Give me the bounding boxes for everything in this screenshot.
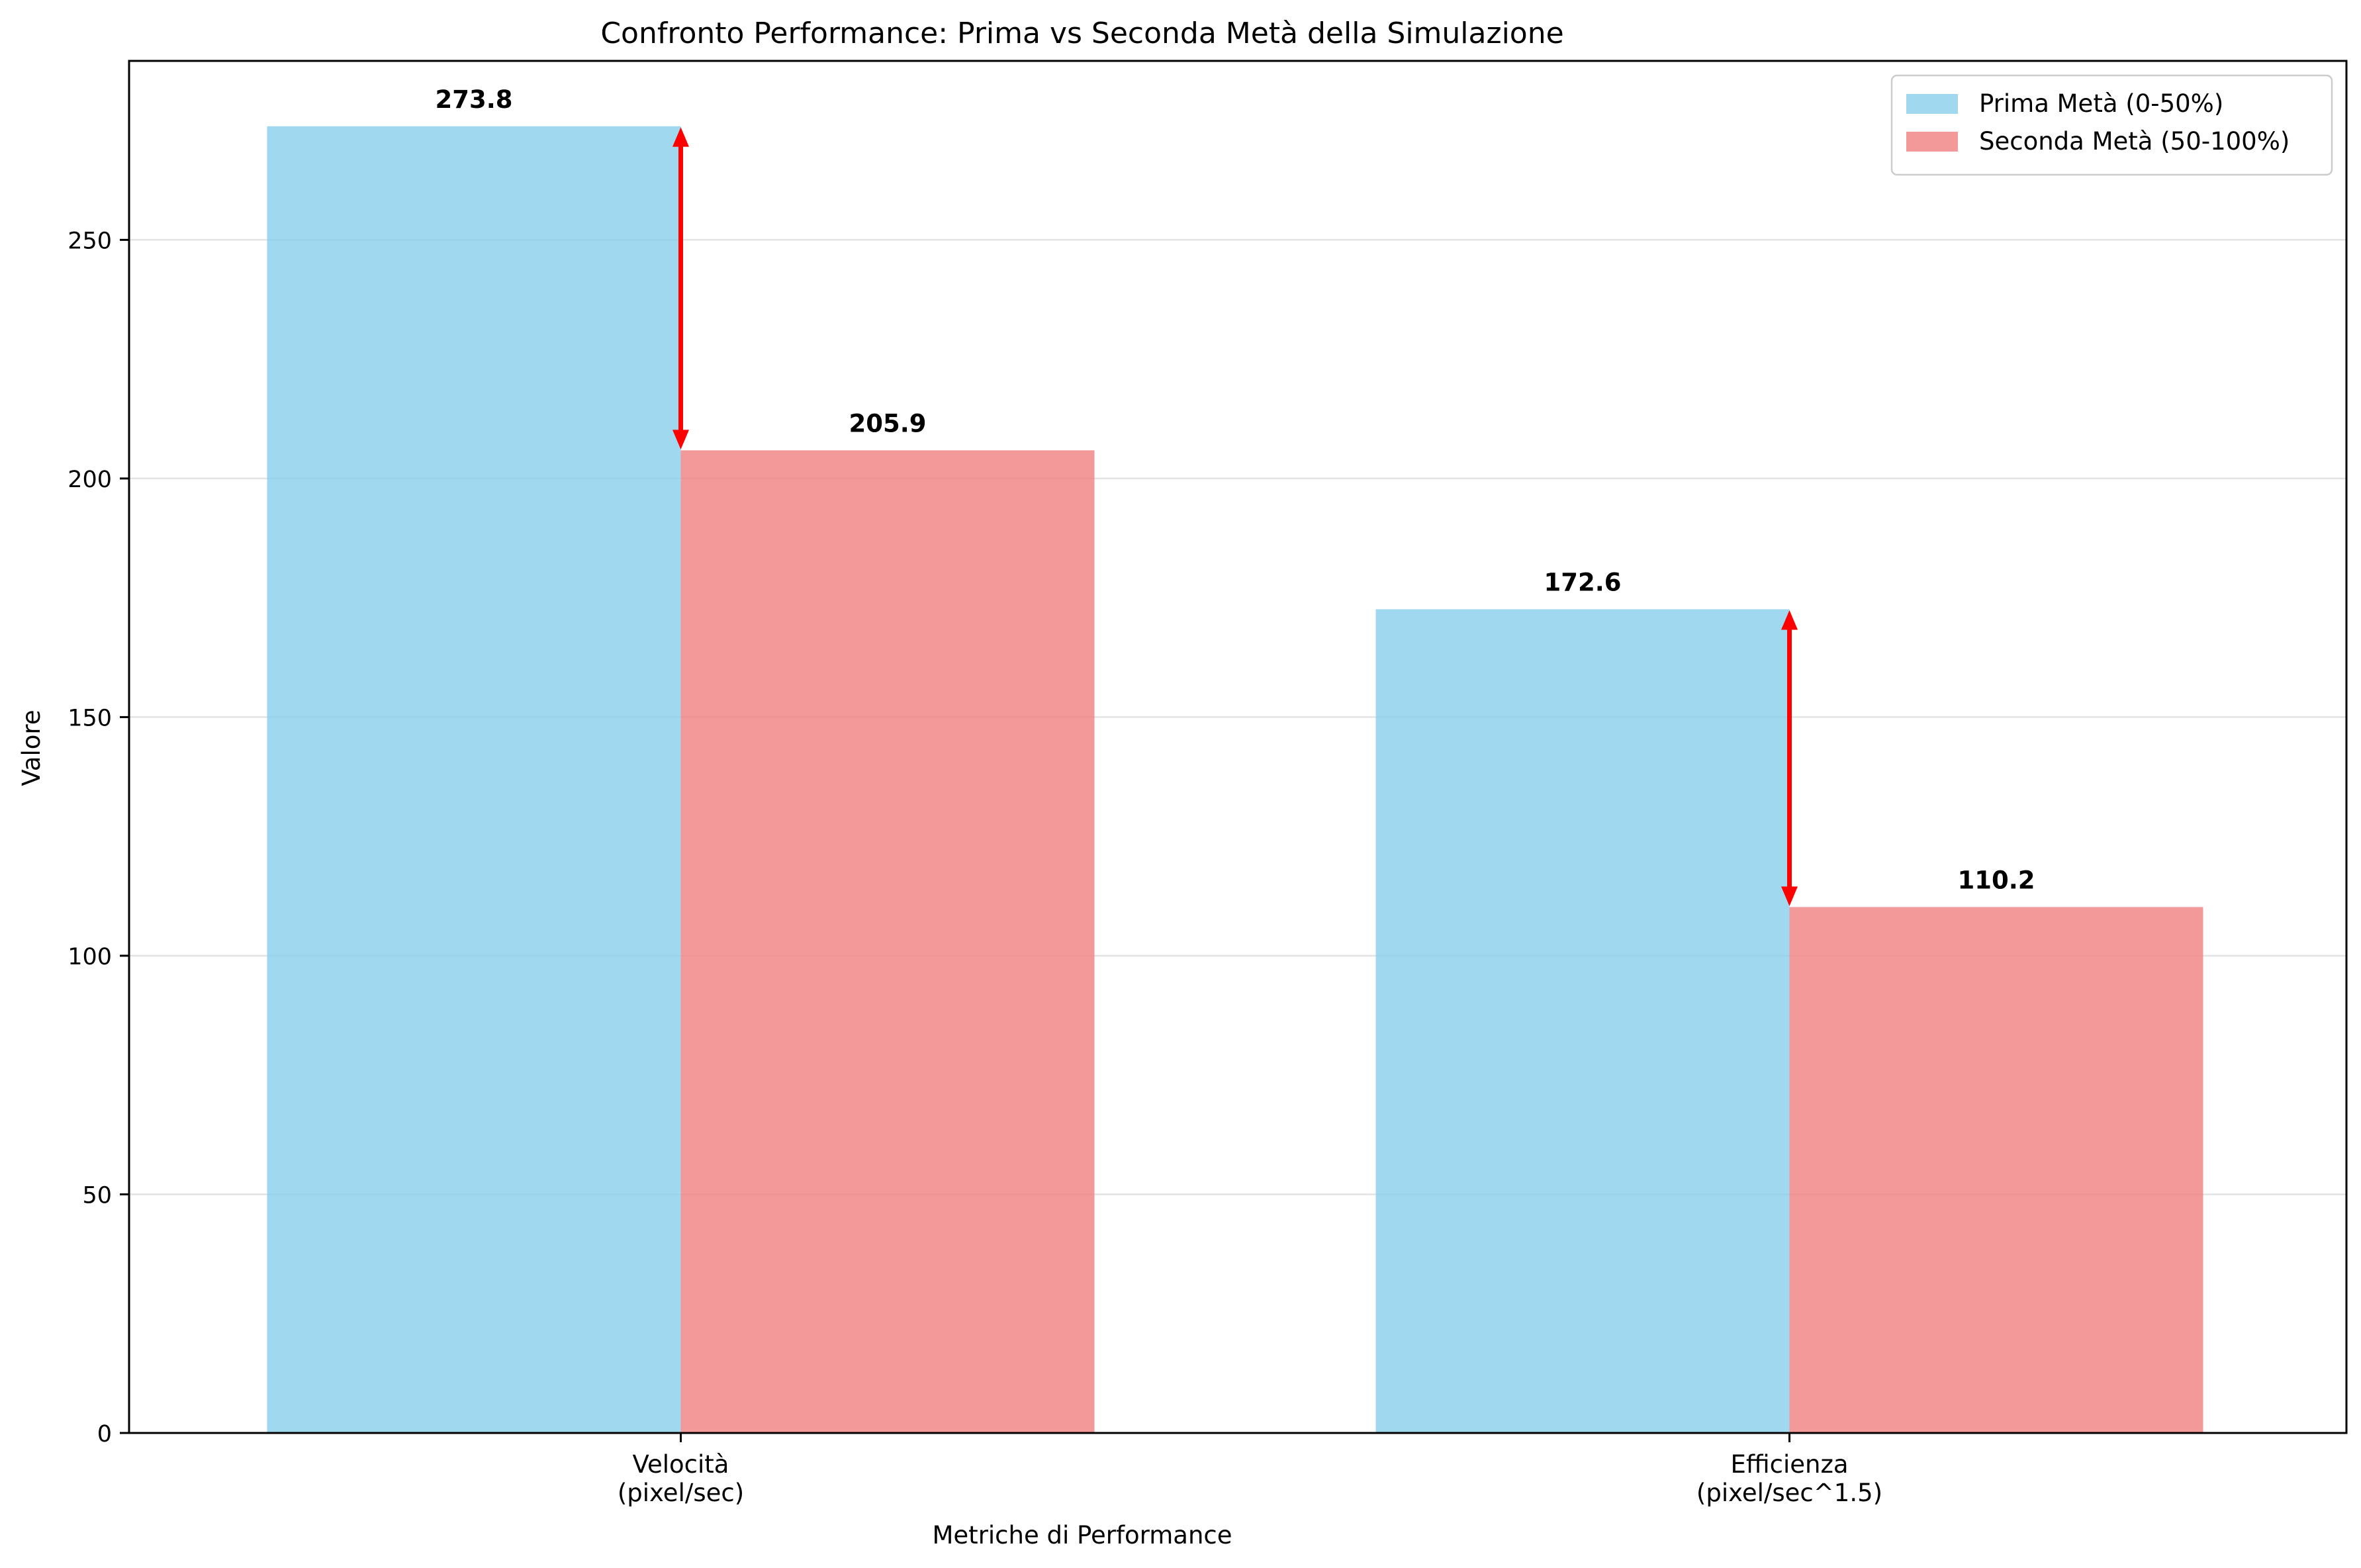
- y-tick-label: 50: [82, 1182, 112, 1209]
- x-tick-label: Efficienza: [1730, 1450, 1848, 1479]
- legend-label: Seconda Metà (50-100%): [1979, 127, 2290, 156]
- bar-value-label: 205.9: [849, 409, 926, 438]
- difference-arrow-head-down: [672, 430, 690, 449]
- y-tick-label: 0: [97, 1421, 112, 1448]
- bar-seconda-1: [1789, 907, 2203, 1433]
- bar-value-label: 273.8: [435, 85, 512, 114]
- legend-swatch: [1906, 132, 1958, 152]
- difference-arrow-head-down: [1781, 886, 1798, 906]
- chart-title: Confronto Performance: Prima vs Seconda …: [600, 17, 1563, 50]
- bar-prima-0: [267, 126, 681, 1433]
- y-tick-label: 250: [68, 228, 112, 254]
- x-tick-label: (pixel/sec): [618, 1479, 744, 1507]
- bar-value-label: 172.6: [1544, 568, 1621, 596]
- x-tick-label: (pixel/sec^1.5): [1696, 1479, 1882, 1507]
- y-tick-label: 150: [68, 705, 112, 731]
- bar-prima-1: [1375, 609, 1790, 1433]
- y-tick-label: 200: [68, 467, 112, 493]
- difference-arrow-head-up: [1781, 610, 1798, 630]
- difference-arrow-head-up: [672, 127, 690, 147]
- legend-label: Prima Metà (0-50%): [1979, 89, 2223, 118]
- bar-value-label: 110.2: [1957, 866, 2035, 894]
- legend-swatch: [1906, 94, 1958, 114]
- bar-seconda-0: [680, 450, 1095, 1433]
- plot-frame: [128, 60, 2348, 1434]
- legend-box: [1890, 74, 2333, 176]
- y-axis-title: Valore: [17, 710, 46, 786]
- y-tick-label: 100: [68, 944, 112, 970]
- x-tick-label: Velocità: [633, 1450, 729, 1479]
- x-axis-title: Metriche di Performance: [933, 1521, 1232, 1549]
